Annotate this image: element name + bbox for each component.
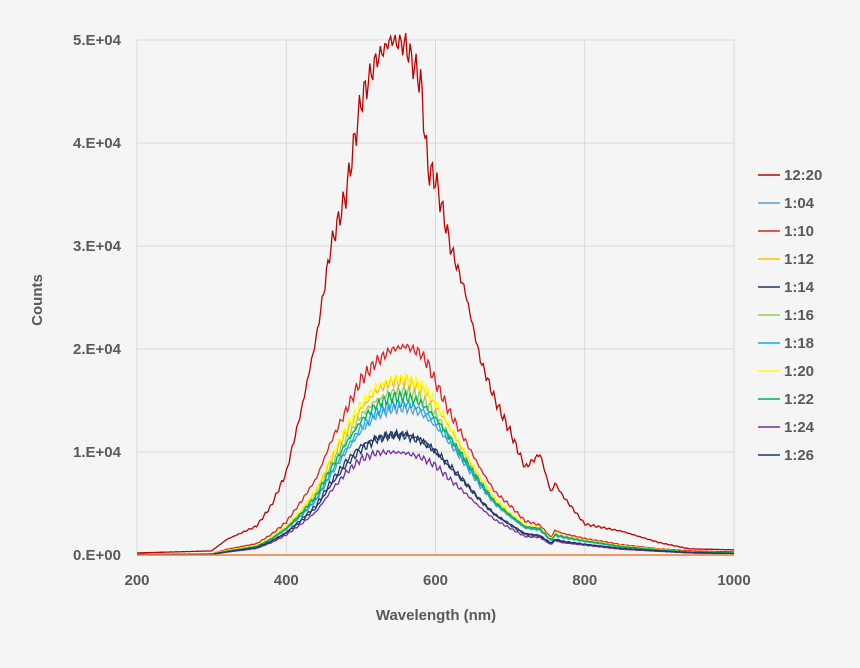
series-line <box>137 343 735 556</box>
legend-label: 1:22 <box>784 391 814 408</box>
legend: 12:20 1:04 1:10 1:12 1:14 1:16 1:18 1:20 1:22 1:2… <box>758 167 822 464</box>
legend-label: 12:20 <box>784 167 822 184</box>
legend-label: 1:24 <box>784 419 815 436</box>
y-tick-label: 4.E+04 <box>73 135 122 152</box>
x-tick-label: 600 <box>423 572 448 589</box>
x-tick-label: 1000 <box>717 572 750 589</box>
series-lines <box>136 32 735 556</box>
legend-label: 1:10 <box>784 223 814 240</box>
legend-label: 1:14 <box>784 279 815 296</box>
series-line <box>137 427 734 556</box>
axis-ticks: 0.E+00 1.E+04 2.E+04 3.E+04 4.E+04 5.E+04 200 4… <box>73 32 751 589</box>
x-tick-label: 400 <box>274 572 299 589</box>
y-tick-label: 0.E+00 <box>73 547 121 564</box>
series-line <box>137 388 734 556</box>
legend-label: 1:20 <box>784 363 814 380</box>
legend-label: 1:16 <box>784 307 814 324</box>
legend-label: 1:04 <box>784 195 815 212</box>
series-line <box>136 32 735 554</box>
y-axis-title: Counts <box>29 274 46 326</box>
x-axis-title: Wavelength (nm) <box>376 607 496 624</box>
gridlines <box>136 39 735 556</box>
y-tick-label: 1.E+04 <box>73 444 122 461</box>
y-tick-label: 5.E+04 <box>73 32 122 49</box>
x-tick-label: 200 <box>124 572 149 589</box>
legend-label: 1:18 <box>784 335 814 352</box>
legend-label: 1:26 <box>784 447 814 464</box>
y-tick-label: 2.E+04 <box>73 341 122 358</box>
legend-label: 1:12 <box>784 251 814 268</box>
y-tick-label: 3.E+04 <box>73 238 122 255</box>
x-tick-label: 800 <box>572 572 597 589</box>
